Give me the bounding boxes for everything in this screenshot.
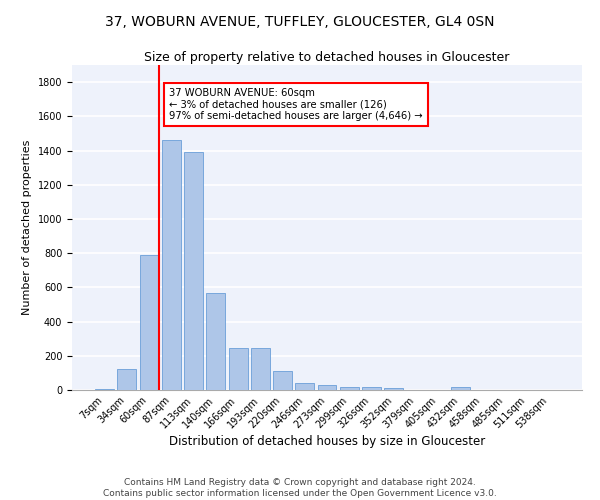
Bar [206,294,225,390]
Bar [451,387,470,390]
Bar [317,386,337,390]
Bar [362,387,381,390]
Bar [251,348,270,390]
Bar [384,388,403,390]
Text: 37 WOBURN AVENUE: 60sqm
← 3% of detached houses are smaller (126)
97% of semi-de: 37 WOBURN AVENUE: 60sqm ← 3% of detached… [169,88,422,121]
Y-axis label: Number of detached properties: Number of detached properties [22,140,32,315]
Bar [118,368,136,390]
Bar [229,348,248,390]
X-axis label: Distribution of detached houses by size in Gloucester: Distribution of detached houses by size … [169,436,485,448]
Bar [184,152,203,390]
Bar [162,140,181,390]
Title: Size of property relative to detached houses in Gloucester: Size of property relative to detached ho… [145,51,509,64]
Text: 37, WOBURN AVENUE, TUFFLEY, GLOUCESTER, GL4 0SN: 37, WOBURN AVENUE, TUFFLEY, GLOUCESTER, … [105,15,495,29]
Bar [340,387,359,390]
Bar [273,371,292,390]
Bar [95,389,114,390]
Bar [295,383,314,390]
Bar [140,255,158,390]
Text: Contains HM Land Registry data © Crown copyright and database right 2024.
Contai: Contains HM Land Registry data © Crown c… [103,478,497,498]
